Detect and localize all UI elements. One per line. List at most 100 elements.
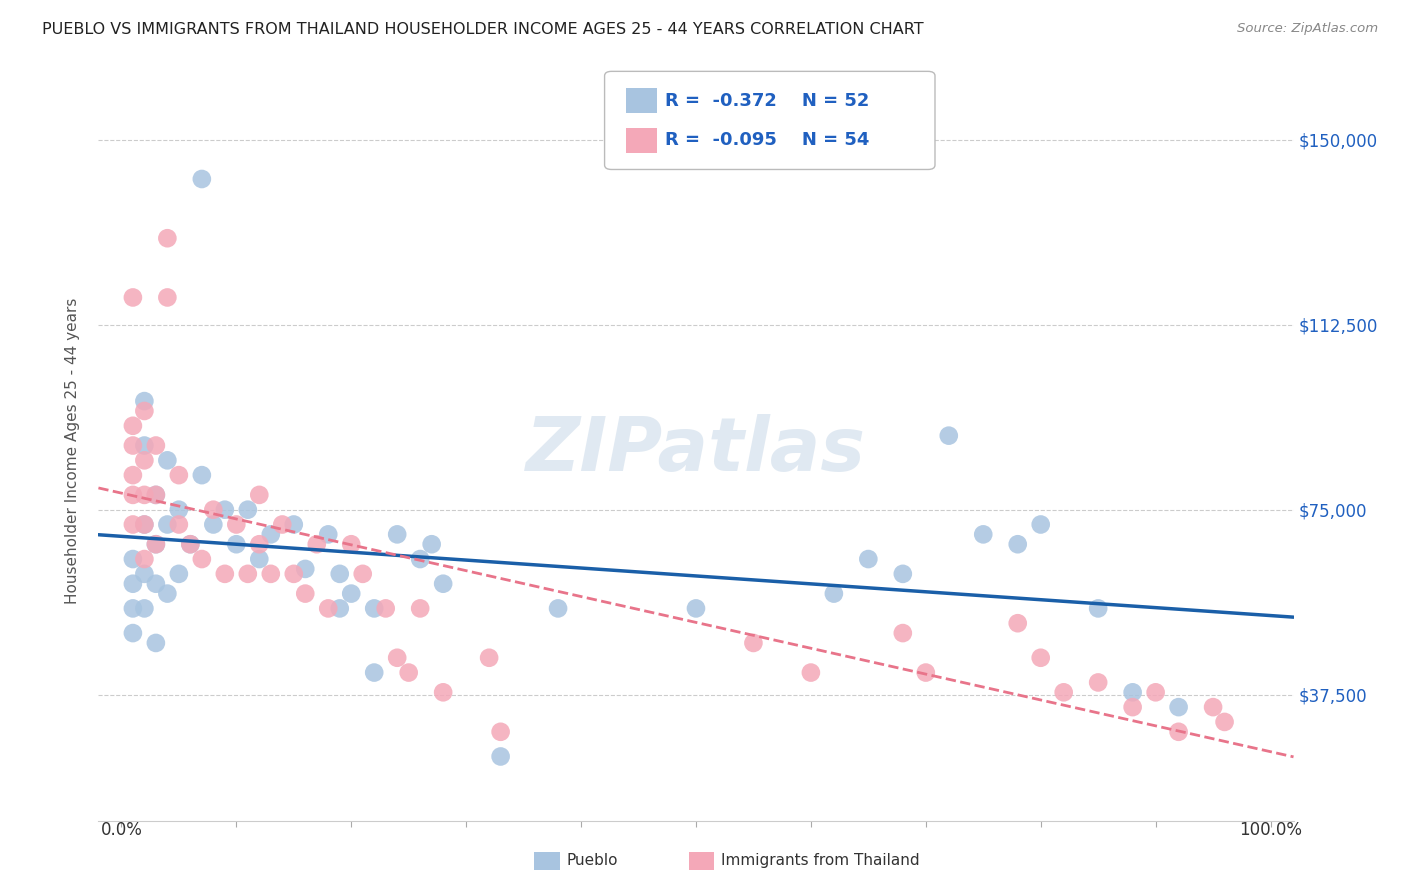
Text: R =  -0.372    N = 52: R = -0.372 N = 52 <box>665 92 869 110</box>
Point <box>236 502 259 516</box>
Point <box>1087 675 1109 690</box>
Point <box>547 601 569 615</box>
Point <box>191 552 214 566</box>
Point <box>214 502 236 516</box>
Point <box>891 626 914 640</box>
Point <box>145 438 167 452</box>
Point <box>122 468 145 483</box>
Point <box>167 517 190 532</box>
Point <box>294 586 316 600</box>
Point <box>340 586 363 600</box>
Point <box>134 488 156 502</box>
Point <box>134 394 156 409</box>
Point <box>134 517 156 532</box>
Point <box>1144 685 1167 699</box>
Point <box>202 517 225 532</box>
Point <box>1053 685 1076 699</box>
Point <box>1167 700 1189 714</box>
Point <box>134 566 156 581</box>
Point <box>134 453 156 467</box>
Point <box>156 290 179 304</box>
Text: Immigrants from Thailand: Immigrants from Thailand <box>721 854 920 868</box>
Point <box>823 586 845 600</box>
Point <box>122 601 145 615</box>
Point <box>1167 724 1189 739</box>
Point <box>122 576 145 591</box>
Point <box>1007 537 1029 551</box>
Point <box>938 428 960 442</box>
Point <box>134 438 156 452</box>
Point <box>1087 601 1109 615</box>
Point <box>214 566 236 581</box>
Point <box>432 685 454 699</box>
Point <box>385 650 409 665</box>
Point <box>340 537 363 551</box>
Point <box>398 665 420 680</box>
Point <box>134 404 156 418</box>
Point <box>122 290 145 304</box>
Point <box>202 502 225 516</box>
Point <box>145 576 167 591</box>
Point <box>420 537 443 551</box>
Point <box>122 488 145 502</box>
Point <box>156 586 179 600</box>
Point <box>283 517 305 532</box>
Point <box>179 537 201 551</box>
Y-axis label: Householder Income Ages 25 - 44 years: Householder Income Ages 25 - 44 years <box>65 297 80 604</box>
Point <box>167 566 190 581</box>
Text: 0.0%: 0.0% <box>100 821 142 838</box>
Point <box>260 566 283 581</box>
Point <box>122 438 145 452</box>
Point <box>914 665 936 680</box>
Point <box>305 537 328 551</box>
Point <box>329 566 352 581</box>
Point <box>167 502 190 516</box>
Point <box>134 517 156 532</box>
Point <box>1122 700 1144 714</box>
Point <box>1122 685 1144 699</box>
Point <box>122 517 145 532</box>
Point <box>225 537 247 551</box>
Point <box>1202 700 1225 714</box>
Text: Source: ZipAtlas.com: Source: ZipAtlas.com <box>1237 22 1378 36</box>
Point <box>156 231 179 245</box>
Point <box>167 468 190 483</box>
Point <box>363 601 385 615</box>
Point <box>145 537 167 551</box>
Point <box>271 517 294 532</box>
Point <box>316 527 339 541</box>
Point <box>283 566 305 581</box>
Point <box>891 566 914 581</box>
Point <box>294 562 316 576</box>
Point <box>489 749 512 764</box>
Point <box>352 566 374 581</box>
Point <box>489 724 512 739</box>
Point <box>432 576 454 591</box>
Point <box>247 552 270 566</box>
Point <box>329 601 352 615</box>
Point <box>800 665 823 680</box>
Point <box>156 517 179 532</box>
Point <box>179 537 201 551</box>
Point <box>363 665 385 680</box>
Point <box>134 552 156 566</box>
Point <box>1029 517 1052 532</box>
Point <box>145 488 167 502</box>
Point <box>374 601 396 615</box>
Point <box>858 552 880 566</box>
Text: ZIPatlas: ZIPatlas <box>526 414 866 487</box>
Text: R =  -0.095    N = 54: R = -0.095 N = 54 <box>665 131 869 149</box>
Point <box>122 626 145 640</box>
Point <box>122 418 145 433</box>
Point <box>316 601 339 615</box>
Point <box>478 650 501 665</box>
Text: 100.0%: 100.0% <box>1239 821 1302 838</box>
Point <box>247 537 270 551</box>
Point <box>225 517 247 532</box>
Point <box>156 453 179 467</box>
Point <box>972 527 994 541</box>
Point <box>260 527 283 541</box>
Point <box>134 601 156 615</box>
Point <box>742 636 765 650</box>
Point <box>247 488 270 502</box>
